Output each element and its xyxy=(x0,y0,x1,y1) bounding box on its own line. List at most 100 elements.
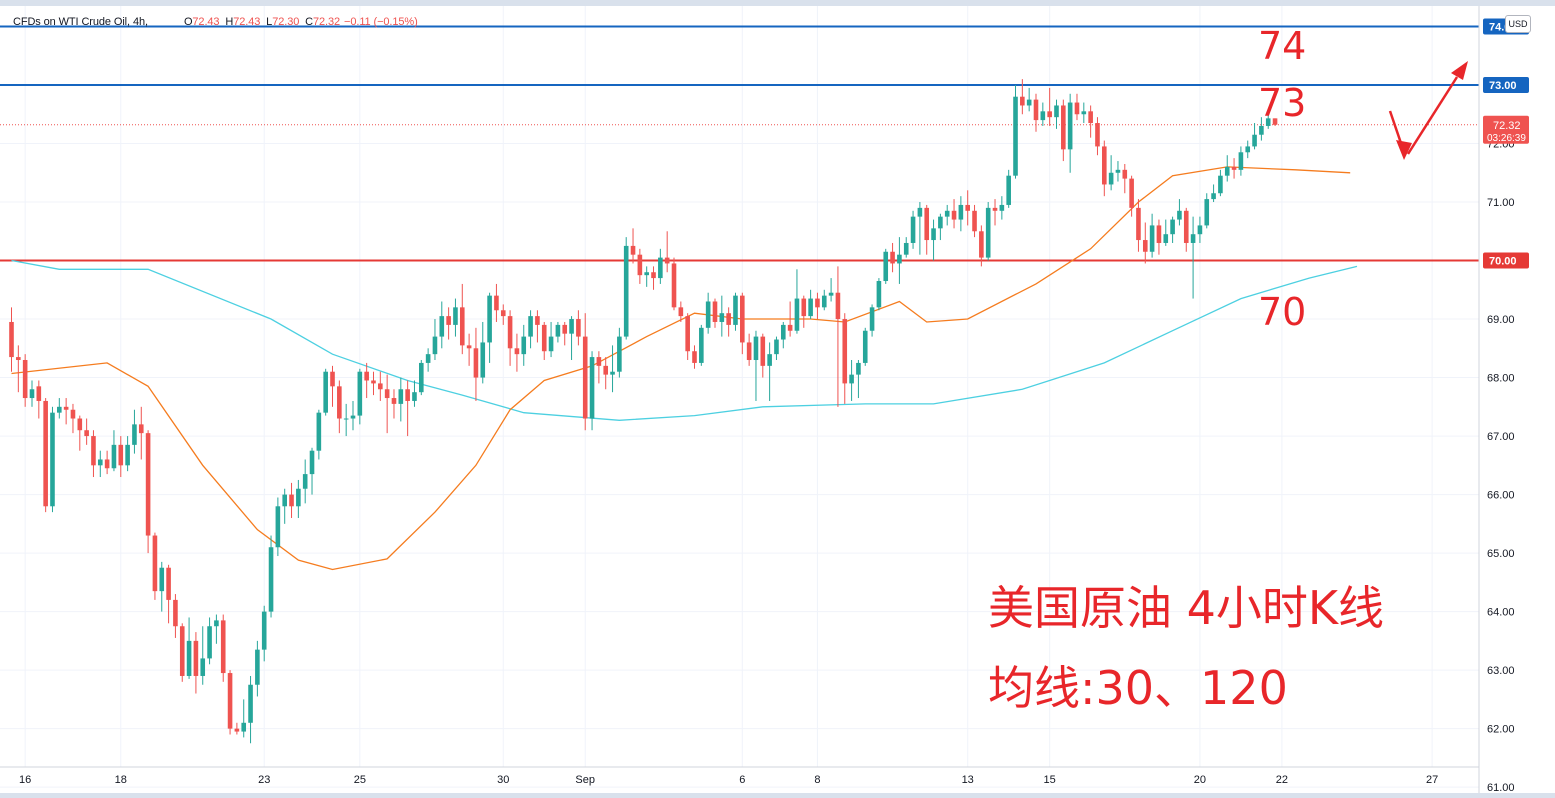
candle xyxy=(733,292,738,331)
candle xyxy=(664,231,670,273)
candle xyxy=(1006,169,1011,208)
candle-body xyxy=(343,418,349,420)
candle-body xyxy=(296,488,301,507)
candle xyxy=(132,409,137,454)
candle xyxy=(548,321,554,358)
candle xyxy=(316,409,322,460)
candle xyxy=(357,368,363,425)
candle-body xyxy=(1047,111,1052,118)
candle xyxy=(890,242,895,273)
candle-body xyxy=(186,640,192,676)
candle xyxy=(248,675,253,744)
candle-body xyxy=(466,345,472,349)
candle xyxy=(1272,118,1278,126)
candle-body xyxy=(535,316,540,325)
candle xyxy=(145,430,151,554)
candle-body xyxy=(944,210,950,217)
candle-body xyxy=(1054,105,1059,118)
candles-layer xyxy=(9,79,1278,744)
candle xyxy=(364,362,369,399)
candle-body xyxy=(740,295,745,343)
candle-body xyxy=(541,324,547,352)
candle-body xyxy=(166,567,171,600)
currency-button[interactable]: USD xyxy=(1505,15,1531,33)
candle-body xyxy=(16,357,21,361)
candle-body xyxy=(1156,225,1162,243)
candle-body xyxy=(596,357,602,366)
candle-body xyxy=(1074,102,1080,115)
candle-body xyxy=(965,204,970,211)
candle-body xyxy=(1204,199,1210,226)
high-label: H xyxy=(225,16,234,28)
candle-body xyxy=(480,342,486,378)
candle xyxy=(1245,140,1251,159)
y-tick-label: 61.00 xyxy=(1487,782,1515,794)
candle xyxy=(883,248,889,284)
candle xyxy=(63,398,69,425)
candle-body xyxy=(1197,225,1203,235)
candle-body xyxy=(958,204,964,220)
candle xyxy=(43,398,48,513)
candle xyxy=(9,307,14,372)
candle-body xyxy=(1177,210,1182,220)
candle-body xyxy=(412,392,417,401)
candle-body xyxy=(378,383,383,390)
candle xyxy=(774,336,779,361)
x-tick-label: 25 xyxy=(354,774,366,786)
change-value: −0.11 (−0.15%) xyxy=(344,16,418,28)
candle-body xyxy=(794,298,800,331)
candle xyxy=(97,450,103,478)
candle xyxy=(931,219,936,261)
y-tick-label: 66.00 xyxy=(1487,490,1515,502)
candle xyxy=(1265,114,1271,129)
close-value: 72.32 xyxy=(313,16,341,28)
candle-body xyxy=(91,436,96,466)
candle xyxy=(999,196,1005,220)
candle-body xyxy=(835,292,841,320)
candle-body xyxy=(678,307,684,317)
candle-body xyxy=(862,330,868,363)
candle xyxy=(740,292,745,355)
candle xyxy=(835,266,841,407)
candle-body xyxy=(555,324,561,337)
candle xyxy=(487,292,492,363)
candle xyxy=(985,202,991,261)
candle-body xyxy=(159,567,165,592)
candle-body xyxy=(951,210,957,220)
candle-body xyxy=(350,415,356,419)
candle xyxy=(1136,199,1141,252)
candle-body xyxy=(938,216,943,229)
candle-body xyxy=(726,313,731,325)
candle-body xyxy=(289,494,294,507)
candle xyxy=(70,403,76,434)
candle xyxy=(1156,219,1162,255)
candle-body xyxy=(1122,169,1128,179)
candle xyxy=(541,321,547,361)
candle xyxy=(1033,93,1039,132)
candle xyxy=(1074,93,1080,121)
current-price-tag xyxy=(1483,115,1529,144)
candle xyxy=(104,450,110,475)
moving-averages-layer xyxy=(11,166,1358,571)
candle xyxy=(637,248,643,284)
candle xyxy=(255,640,260,697)
candle-body xyxy=(869,307,875,331)
candle-body xyxy=(1095,123,1100,147)
candle xyxy=(1231,158,1237,179)
x-tick-label: 16 xyxy=(19,774,31,786)
candle-body xyxy=(398,389,404,404)
candle-body xyxy=(767,354,772,366)
candle xyxy=(644,266,649,287)
candle-body xyxy=(384,389,390,399)
candle xyxy=(480,321,486,384)
candle xyxy=(179,623,185,682)
candle xyxy=(555,321,561,343)
candle-body xyxy=(337,386,342,419)
candle-body xyxy=(972,210,977,232)
candle xyxy=(412,380,417,407)
axes-layer: 72.0071.0069.0068.0067.0066.0065.0064.00… xyxy=(19,139,1514,795)
candle-body xyxy=(562,324,568,334)
candle xyxy=(753,330,759,401)
candle-body xyxy=(207,626,212,659)
